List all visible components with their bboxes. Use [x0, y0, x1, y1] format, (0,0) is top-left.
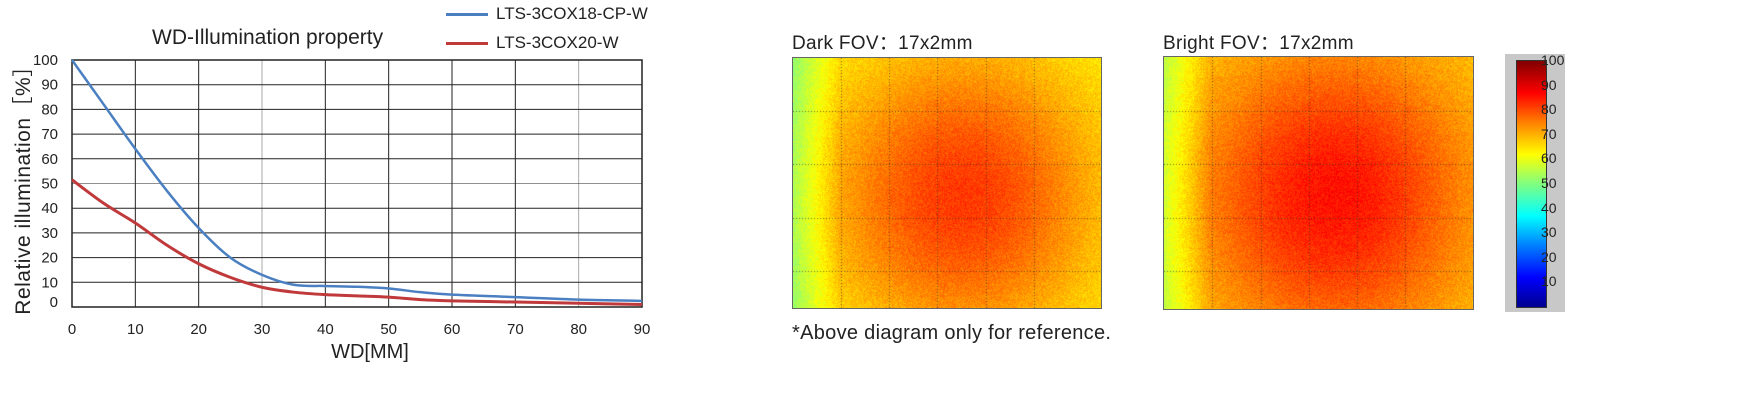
series-line-1 [72, 60, 642, 301]
colorbar-tick-label: 90 [1541, 77, 1557, 93]
colorbar-tick-label: 30 [1541, 224, 1557, 240]
y-tick-label: 30 [41, 225, 58, 242]
colorbar-tick-label: 10 [1541, 273, 1557, 289]
x-tick-label: 30 [254, 321, 271, 338]
x-tick-label: 10 [127, 321, 144, 338]
x-tick-label: 70 [507, 321, 524, 338]
x-tick-label: 90 [634, 321, 651, 338]
x-tick-label: 60 [444, 321, 461, 338]
y-tick-label: 70 [41, 126, 58, 143]
colorbar-tick-label: 80 [1541, 101, 1557, 117]
heatmap-canvas [1164, 57, 1473, 309]
bright-map-title: Bright FOV：17x2mm [1163, 28, 1354, 55]
y-tick-label: 20 [41, 250, 58, 267]
y-tick-label: 10 [41, 274, 58, 291]
dark-map-title: Dark FOV：17x2mm [792, 28, 973, 55]
line-chart: 0 10 20 30 40 50 60 70 80 90100908070605040302010… [0, 0, 700, 340]
dark-heatmap [792, 57, 1102, 309]
y-tick-label: 40 [41, 200, 58, 217]
heatmap-canvas [793, 58, 1101, 308]
y-tick-label: 80 [41, 101, 58, 118]
x-tick-label: 50 [380, 321, 397, 338]
x-tick-label: 40 [317, 321, 334, 338]
y-tick-label: 0 [50, 294, 58, 311]
bright-heatmap [1163, 56, 1474, 310]
y-tick-label: 90 [41, 77, 58, 94]
y-tick-label: 60 [41, 151, 58, 168]
x-axis-label: WD[MM] [310, 341, 430, 364]
y-tick-label: 100 [33, 52, 58, 69]
colorbar-tick-label: 70 [1541, 126, 1557, 142]
colorbar-tick-label: 100 [1541, 52, 1564, 68]
x-tick-label: 0 [68, 321, 76, 338]
x-tick-label: 20 [190, 321, 207, 338]
colorbar-tick-label: 50 [1541, 175, 1557, 191]
colorbar-tick-label: 40 [1541, 200, 1557, 216]
colorbar-tick-label: 60 [1541, 150, 1557, 166]
x-tick-label: 80 [570, 321, 587, 338]
colorbar-tick-label: 20 [1541, 249, 1557, 265]
y-tick-label: 50 [41, 176, 58, 193]
reference-note: *Above diagram only for reference. [792, 322, 1111, 345]
